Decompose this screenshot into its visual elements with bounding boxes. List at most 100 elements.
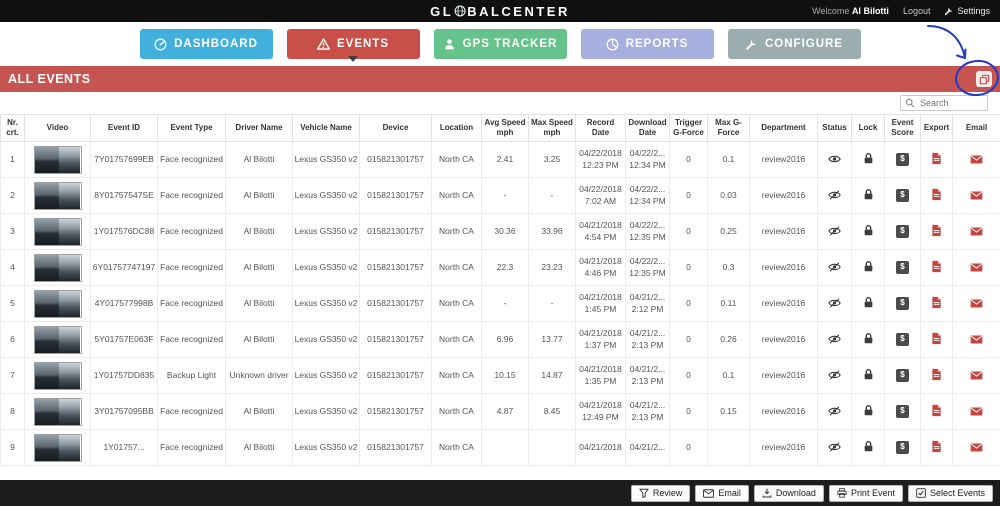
lock-icon[interactable] [861,223,875,237]
export-pdf-button[interactable] [930,295,944,309]
lock-icon[interactable] [861,439,875,453]
email-event-button[interactable] [970,332,984,346]
lock-icon[interactable] [861,151,875,165]
status-eye-off-icon[interactable] [828,440,842,454]
col-email[interactable]: Email [952,114,1000,142]
video-thumbnail[interactable] [33,397,82,426]
col-device[interactable]: Device [359,114,432,142]
col-event_type[interactable]: Event Type [157,114,226,142]
lock-icon[interactable] [861,187,875,201]
cell-status [817,213,852,250]
print-event-button[interactable]: Print Event [828,484,903,502]
record-date: 04/21/2018 1:35 PM [579,364,622,386]
event-score-button[interactable]: $ [896,297,909,310]
col-status[interactable]: Status [817,114,852,142]
cell-score: $ [884,285,921,322]
col-export[interactable]: Export [920,114,953,142]
nav-gps-tracker-button[interactable]: GPS TRACKER [433,29,567,59]
col-record_date[interactable]: Record Date [575,114,626,142]
video-thumbnail[interactable] [33,433,82,462]
col-max_speed[interactable]: Max Speed mph [528,114,576,142]
export-pdf-button[interactable] [930,187,944,201]
col-download_date[interactable]: Download Date [625,114,670,142]
status-eye-off-icon[interactable] [828,404,842,418]
nav-reports-button[interactable]: REPORTS [580,29,714,59]
col-video[interactable]: Video [24,114,91,142]
nav-dashboard-button[interactable]: DASHBOARD [139,29,273,59]
status-eye-off-icon[interactable] [828,332,842,346]
video-thumbnail[interactable] [33,325,82,354]
export-pdf-button[interactable] [930,331,944,345]
video-thumbnail[interactable] [33,253,82,282]
col-department[interactable]: Department [749,114,818,142]
col-score[interactable]: Event Score [884,114,921,142]
video-thumbnail[interactable] [33,181,82,210]
lock-icon[interactable] [861,259,875,273]
export-pdf-button[interactable] [930,403,944,417]
col-avg_speed[interactable]: Avg Speed mph [481,114,529,142]
search-input[interactable] [918,97,983,109]
email-event-button[interactable] [970,188,984,202]
col-lock[interactable]: Lock [851,114,885,142]
status-eye-off-icon[interactable] [828,224,842,238]
lock-icon[interactable] [861,403,875,417]
copy-events-icon[interactable] [976,71,992,87]
nav-configure-button[interactable]: CONFIGURE [727,29,861,59]
video-thumbnail[interactable] [33,361,82,390]
export-pdf-button[interactable] [930,367,944,381]
cell-vehicle: Lexus GS350 v2 [292,393,360,430]
video-thumbnail[interactable] [33,289,82,318]
status-eye-icon[interactable] [828,152,842,166]
lock-icon[interactable] [861,295,875,309]
col-vehicle[interactable]: Vehicle Name [292,114,360,142]
event-score-button[interactable]: $ [896,369,909,382]
export-pdf-button[interactable] [930,223,944,237]
video-thumbnail[interactable] [33,217,82,246]
select-events-button[interactable]: Select Events [907,484,993,502]
status-eye-off-icon[interactable] [828,368,842,382]
status-eye-off-icon[interactable] [828,296,842,310]
col-driver[interactable]: Driver Name [225,114,293,142]
email-event-button[interactable] [970,368,984,382]
cell-event_type: Face recognized [157,429,226,466]
email-event-button[interactable] [970,440,984,454]
email-event-button[interactable] [970,296,984,310]
export-pdf-button[interactable] [930,259,944,273]
export-pdf-button[interactable] [930,151,944,165]
event-score-button[interactable]: $ [896,261,909,274]
email-event-button[interactable] [970,224,984,238]
email-button[interactable]: Email [695,484,749,502]
status-eye-off-icon[interactable] [828,260,842,274]
status-eye-off-icon[interactable] [828,188,842,202]
cell-score: $ [884,429,921,466]
event-score-button[interactable]: $ [896,441,909,454]
col-max_g[interactable]: Max G-Force [707,114,750,142]
col-nr[interactable]: Nr. crt. [0,114,25,142]
download-button[interactable]: Download [753,484,824,502]
lock-icon[interactable] [861,331,875,345]
col-event_id[interactable]: Event ID [90,114,158,142]
footer-action-bar: Review Email Download Print Event Select Eve… [0,480,1000,506]
event-score-button[interactable]: $ [896,189,909,202]
email-event-button[interactable] [970,260,984,274]
cell-status [817,249,852,286]
event-score-button[interactable]: $ [896,153,909,166]
cell-max_g: 0.11 [707,285,750,322]
email-event-button[interactable] [970,404,984,418]
email-event-button[interactable] [970,152,984,166]
lock-icon[interactable] [861,367,875,381]
nav-events-button[interactable]: EVENTS [286,29,420,59]
cell-status [817,357,852,394]
event-score-button[interactable]: $ [896,333,909,346]
col-trigger_g[interactable]: Trigger G-Force [669,114,708,142]
event-score-button[interactable]: $ [896,405,909,418]
cell-score: $ [884,321,921,358]
video-thumbnail[interactable] [33,145,82,174]
event-score-button[interactable]: $ [896,225,909,238]
export-pdf-button[interactable] [930,439,944,453]
review-button[interactable]: Review [630,484,691,502]
logout-link[interactable]: Logout [902,6,931,16]
col-location[interactable]: Location [431,114,482,142]
settings-button[interactable]: Settings [944,6,990,16]
cell-lock [851,213,885,250]
